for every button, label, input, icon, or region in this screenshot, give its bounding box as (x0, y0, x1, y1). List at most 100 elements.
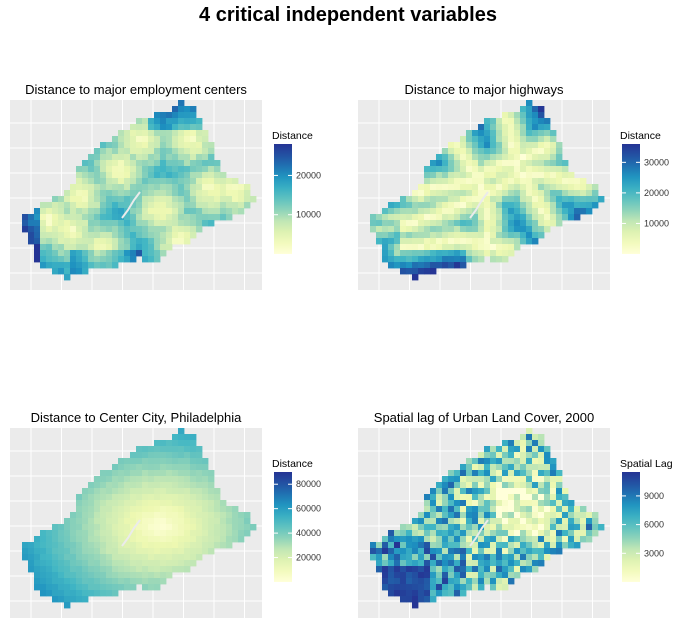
map-cell (82, 202, 89, 209)
map-cell (520, 518, 527, 525)
map-cell (226, 214, 233, 221)
map-cell (490, 160, 497, 167)
map-cell (442, 488, 449, 495)
map-cell (124, 256, 131, 263)
map-cell (58, 560, 65, 567)
map-cell (478, 482, 485, 489)
map-cell (178, 542, 185, 549)
map-cell (532, 148, 539, 155)
map-cell (52, 226, 59, 233)
map-cell (166, 506, 173, 513)
map-cell (502, 214, 509, 221)
map-cell (178, 166, 185, 173)
map-cell (538, 196, 545, 203)
map-cell (514, 196, 521, 203)
map-cell (526, 220, 533, 227)
map-cell (46, 590, 53, 597)
map-cell (196, 446, 203, 453)
map-cell (202, 178, 209, 185)
map-cell (544, 118, 551, 125)
map-cell (556, 530, 563, 537)
map-cell (592, 512, 599, 519)
map-cell (130, 160, 137, 167)
map-cell (46, 220, 53, 227)
map-cell (412, 244, 419, 251)
map-cell (538, 190, 545, 197)
map-cell (130, 584, 137, 591)
map-cell (238, 190, 245, 197)
map-cell (40, 256, 47, 263)
map-cell (76, 560, 83, 567)
map-cell (400, 238, 407, 245)
map-cell (496, 208, 503, 215)
map-cell (514, 160, 521, 167)
map-cell (232, 512, 239, 519)
map-cell (154, 136, 161, 143)
map-cell (430, 536, 437, 543)
map-cell (196, 124, 203, 131)
map-cell (154, 232, 161, 239)
map-cell (118, 458, 125, 465)
map-cell (64, 530, 71, 537)
map-cell (430, 530, 437, 537)
map-cell (40, 554, 47, 561)
map-cell (448, 160, 455, 167)
map-cell (34, 256, 41, 263)
map-cell (196, 530, 203, 537)
map-cell (88, 202, 95, 209)
map-cell (88, 494, 95, 501)
map-cell (538, 154, 545, 161)
map-cell (406, 226, 413, 233)
map-cell (574, 184, 581, 191)
map-cell (412, 238, 419, 245)
map-cell (508, 476, 515, 483)
map-cell (544, 554, 551, 561)
map-cell (508, 512, 515, 519)
map-cell (418, 190, 425, 197)
map-cell (466, 166, 473, 173)
map-cell (454, 590, 461, 597)
map-cell (418, 596, 425, 603)
map-cell (544, 446, 551, 453)
map-cell (142, 178, 149, 185)
map-cell (556, 178, 563, 185)
map-cell (196, 118, 203, 125)
map-cell (454, 524, 461, 531)
map-cell (454, 554, 461, 561)
map-cell (526, 196, 533, 203)
map-cell (220, 172, 227, 179)
map-cell (160, 554, 167, 561)
map-cell (166, 518, 173, 525)
map-cell (166, 494, 173, 501)
map-cell (568, 178, 575, 185)
map-cell (508, 506, 515, 513)
map-cell (112, 136, 119, 143)
map-cell (142, 578, 149, 585)
map-cell (184, 500, 191, 507)
map-cell (148, 482, 155, 489)
map-cell (562, 202, 569, 209)
map-cell (382, 554, 389, 561)
map-cell (238, 512, 245, 519)
map-cell (532, 542, 539, 549)
map-cell (520, 166, 527, 173)
map-cell (526, 506, 533, 513)
map-cell (466, 130, 473, 137)
map-cell (184, 232, 191, 239)
map-cell (184, 160, 191, 167)
map-cell (412, 226, 419, 233)
map-cell (184, 518, 191, 525)
map-cell (166, 530, 173, 537)
map-cell (160, 118, 167, 125)
map-cell (490, 500, 497, 507)
map-cell (418, 196, 425, 203)
map-cell (436, 584, 443, 591)
map-cell (400, 530, 407, 537)
map-cell (442, 232, 449, 239)
map-cell (454, 542, 461, 549)
map-cell (124, 530, 131, 537)
map-cell (424, 554, 431, 561)
map-cell (100, 476, 107, 483)
map-cell (82, 506, 89, 513)
map-cell (124, 232, 131, 239)
